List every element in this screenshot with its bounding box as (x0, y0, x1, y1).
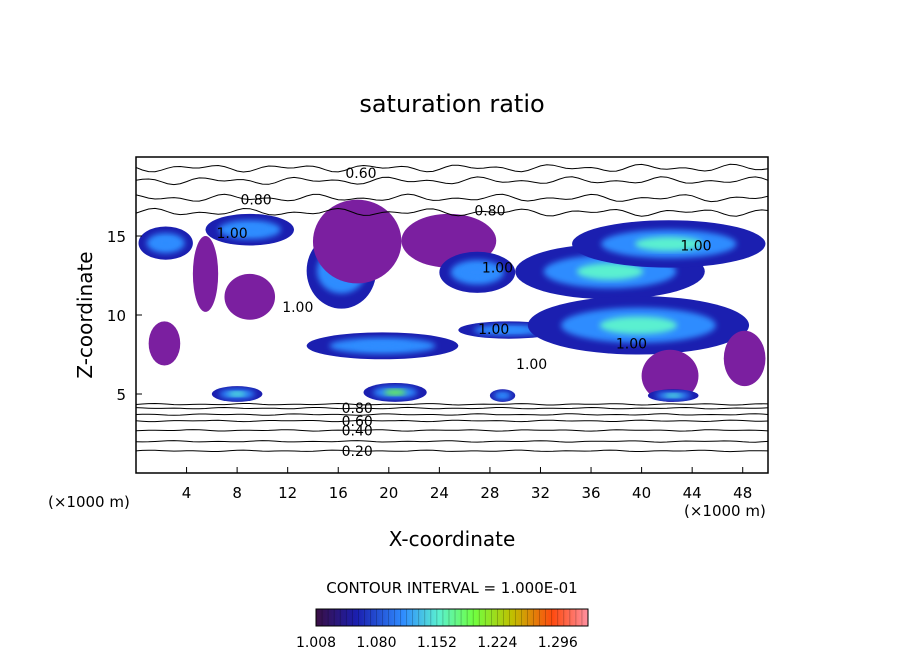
saturation-region (312, 199, 402, 284)
contour-label: 0.60 (345, 166, 376, 182)
colorbar-bands (321, 609, 583, 626)
contour-label: 1.00 (482, 261, 513, 277)
contour-line (136, 193, 768, 203)
colorbar-tick-label: 1.296 (538, 635, 578, 651)
contour-label: 0.40 (342, 423, 373, 439)
colorbar-tick-label: 1.152 (417, 635, 457, 651)
contour-label: 1.00 (282, 300, 313, 316)
contour-label: 0.80 (240, 193, 271, 209)
contour-label: 1.00 (216, 226, 247, 242)
contour-label: 0.80 (342, 401, 373, 417)
saturation-region-core (234, 224, 266, 235)
saturation-region-core (599, 316, 678, 335)
x-tick-label: 20 (379, 484, 398, 502)
saturation-region-core (228, 391, 246, 397)
colorbar-tick-labels: 1.008 1.080 1.152 1.224 1.296 (296, 635, 578, 651)
saturation-region-core (156, 238, 176, 249)
x-axis-label: X-coordinate (389, 527, 516, 551)
y-tick-label: 5 (116, 386, 126, 404)
x-tick-label: 44 (683, 484, 702, 502)
x-tick-label: 24 (430, 484, 449, 502)
saturation-region-core (664, 393, 683, 398)
contour-label: 1.00 (478, 322, 509, 338)
y-tick-label: 15 (107, 228, 126, 246)
y-axis-label: Z-coordinate (73, 251, 97, 378)
contour-label: 0.60 (342, 414, 373, 430)
saturation-region (224, 273, 276, 320)
colorbar: 1.008 1.080 1.152 1.224 1.296 (296, 608, 589, 651)
saturation-region (148, 321, 181, 366)
x-tick-label: 12 (278, 484, 297, 502)
contour-line (136, 163, 768, 173)
x-unit-left: (×1000 m) (48, 493, 130, 511)
contour-labels: 0.200.400.600.800.600.800.801.001.001.00… (216, 166, 711, 460)
x-tick-label: 48 (733, 484, 752, 502)
saturation-region (723, 330, 766, 387)
contour-interval: CONTOUR INTERVAL = 1.000E-01 (326, 579, 577, 597)
plot-area: 0.200.400.600.800.600.800.801.001.001.00… (107, 156, 769, 502)
y-axis-ticks: 5 10 15 (107, 228, 142, 404)
x-unit-right: (×1000 m) (684, 502, 766, 520)
saturation-region (641, 349, 699, 402)
contour-line (136, 429, 768, 432)
colorbar-tick-label: 1.008 (296, 635, 336, 651)
contour-label: 0.20 (342, 444, 373, 460)
supersaturated-regions (138, 199, 766, 402)
contour-label: 1.00 (516, 357, 547, 373)
x-tick-label: 28 (480, 484, 499, 502)
colorbar-gradient (315, 608, 589, 627)
saturation-region-core (464, 266, 491, 279)
contour-label: 1.00 (616, 336, 647, 352)
x-tick-label: 32 (531, 484, 550, 502)
colorbar-tick-label: 1.080 (356, 635, 396, 651)
y-tick-label: 10 (107, 307, 126, 325)
contour-line (136, 449, 768, 453)
contour-line (136, 176, 768, 186)
contour-line (136, 406, 768, 410)
contour-line (136, 419, 768, 423)
x-tick-label: 36 (581, 484, 600, 502)
x-tick-label: 8 (232, 484, 242, 502)
saturation-region-core (384, 389, 407, 396)
x-axis-ticks: 4 8 12 16 20 24 28 32 36 40 44 48 (182, 467, 752, 502)
x-tick-label: 16 (329, 484, 348, 502)
x-tick-label: 40 (632, 484, 651, 502)
saturation-region-core (576, 263, 644, 280)
saturation-region-core (491, 327, 527, 333)
saturation-region-core (355, 341, 410, 350)
contour-line (136, 207, 768, 217)
saturation-region-core (634, 236, 703, 252)
contour-line (136, 413, 768, 416)
contour-label: 1.00 (680, 238, 711, 254)
x-tick-label: 4 (182, 484, 192, 502)
contour-label: 0.80 (474, 204, 505, 220)
saturation-region-core (498, 393, 507, 398)
contour-line (136, 440, 768, 443)
saturation-region (192, 236, 219, 312)
colorbar-tick-label: 1.224 (477, 635, 517, 651)
chart-title: saturation ratio (359, 90, 544, 118)
contour-line (136, 402, 768, 406)
contour-lines (136, 163, 768, 453)
